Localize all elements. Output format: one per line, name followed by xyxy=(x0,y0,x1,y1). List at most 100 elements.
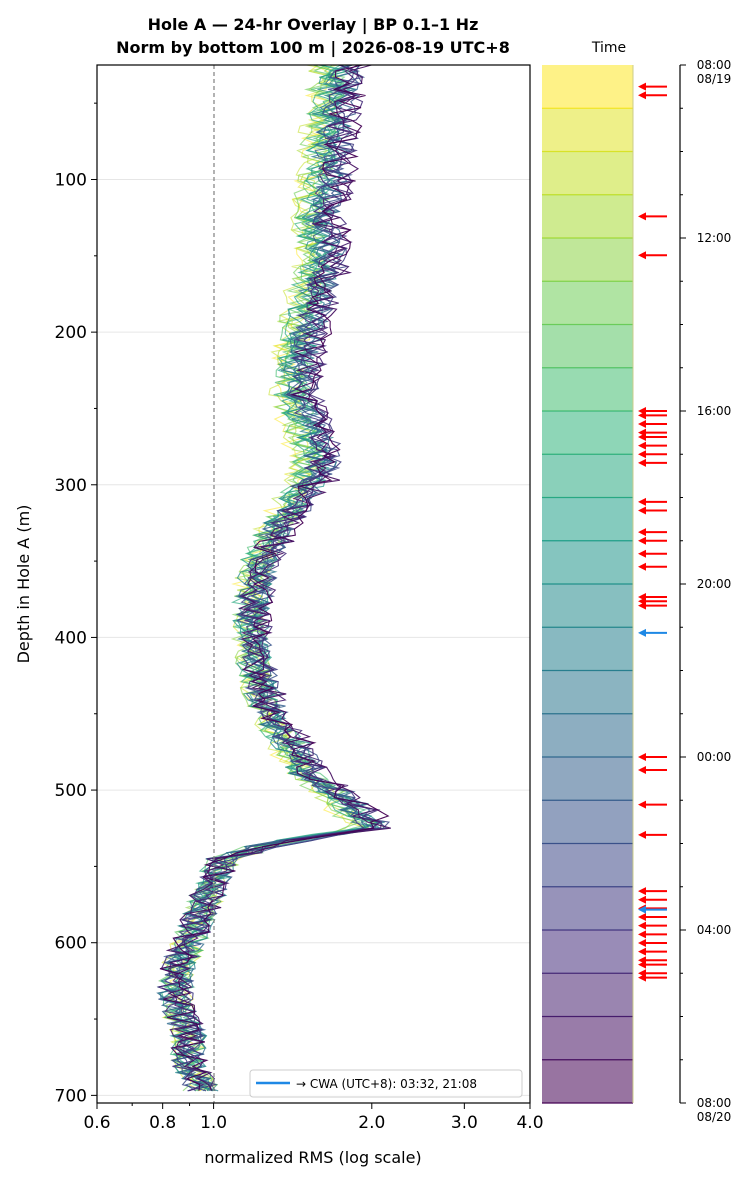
time-band xyxy=(542,670,633,714)
event-arrow-head xyxy=(638,549,646,558)
event-arrow-head xyxy=(638,251,646,260)
series-line xyxy=(163,64,379,1092)
time-band xyxy=(542,454,633,498)
chart-subtitle: Norm by bottom 100 m | 2026-08-19 UTC+8 xyxy=(116,38,510,58)
legend-box xyxy=(249,1069,523,1098)
time-band xyxy=(542,757,633,801)
event-markers xyxy=(638,82,667,982)
timebar-title: Time xyxy=(591,40,626,56)
time-tick-label: 08:00 xyxy=(697,1096,732,1110)
time-band xyxy=(542,1016,633,1060)
cwa-arrow-head xyxy=(638,905,646,914)
time-band xyxy=(542,324,633,368)
event-arrow-head xyxy=(638,947,646,956)
time-band xyxy=(542,151,633,195)
y-tick-label: 700 xyxy=(55,1086,87,1106)
legend: → CWA (UTC+8): 03:32, 21:08 xyxy=(249,1069,523,1098)
time-band xyxy=(542,800,633,844)
time-tick-label: 20:00 xyxy=(697,577,732,591)
x-tick-label: 0.8 xyxy=(149,1113,176,1133)
time-band xyxy=(542,65,633,109)
event-arrow-head xyxy=(638,562,646,571)
y-tick-label: 300 xyxy=(55,476,87,496)
time-band xyxy=(542,973,633,1017)
event-arrow-head xyxy=(638,506,646,515)
event-arrow-head xyxy=(638,913,646,922)
event-arrow-head xyxy=(638,91,646,100)
time-band xyxy=(542,627,633,671)
time-band xyxy=(542,281,633,325)
event-arrow-head xyxy=(638,930,646,939)
event-arrow-head xyxy=(638,411,646,420)
event-arrow-head xyxy=(638,458,646,467)
y-axis: 100 200 300 400 500 600 700 xyxy=(55,102,97,1106)
series-line xyxy=(168,64,355,1092)
event-arrow-head xyxy=(638,960,646,969)
x-tick-label: 0.6 xyxy=(83,1113,110,1133)
series-line xyxy=(157,64,388,1092)
event-arrow-head xyxy=(638,830,646,839)
series-line xyxy=(163,64,377,1092)
x-tick-label: 4.0 xyxy=(516,1113,543,1133)
event-arrow-head xyxy=(638,536,646,545)
event-arrow-head xyxy=(638,212,646,221)
time-band xyxy=(542,194,633,238)
time-band xyxy=(542,411,633,455)
series-line xyxy=(165,64,391,1092)
x-tick-label: 1.0 xyxy=(200,1113,227,1133)
y-tick-label: 600 xyxy=(55,934,87,954)
time-band xyxy=(542,108,633,152)
time-axis: 08:0008/1912:0016:0020:0000:0004:0008:00… xyxy=(679,58,732,1124)
time-band xyxy=(542,367,633,411)
y-tick-label: 500 xyxy=(55,781,87,801)
event-arrow-head xyxy=(638,450,646,459)
event-arrow-head xyxy=(638,432,646,441)
event-arrow-head xyxy=(638,800,646,809)
time-band xyxy=(542,886,633,930)
x-axis-label: normalized RMS (log scale) xyxy=(204,1148,421,1167)
time-tick-label: 04:00 xyxy=(697,923,732,937)
time-tick-date: 08/20 xyxy=(697,1110,732,1124)
y-tick-label: 200 xyxy=(55,323,87,343)
legend-entry: → CWA (UTC+8): 03:32, 21:08 xyxy=(296,1077,477,1091)
plot-frame xyxy=(96,64,531,1104)
y-tick-label: 400 xyxy=(55,628,87,648)
time-band xyxy=(542,1059,633,1103)
time-band xyxy=(542,584,633,628)
series-layer xyxy=(156,64,391,1092)
time-band xyxy=(542,843,633,887)
time-band xyxy=(542,930,633,974)
event-arrow-head xyxy=(638,938,646,947)
event-arrow-head xyxy=(638,419,646,428)
time-bands xyxy=(542,65,634,1104)
time-tick-label: 08:00 xyxy=(697,58,732,72)
event-arrow-head xyxy=(638,887,646,896)
time-band xyxy=(542,238,633,282)
series-line xyxy=(159,64,390,1091)
event-arrow-head xyxy=(638,973,646,982)
event-arrow-head xyxy=(638,895,646,904)
event-arrow-head xyxy=(638,753,646,761)
chart-title: Hole A — 24-hr Overlay | BP 0.1–1 Hz xyxy=(148,15,479,35)
event-arrow-head xyxy=(638,921,646,930)
y-axis-label: Depth in Hole A (m) xyxy=(14,505,33,664)
time-tick-label: 12:00 xyxy=(697,231,732,245)
y-tick-label: 100 xyxy=(55,170,87,190)
x-axis: 0.6 0.8 1.0 2.0 3.0 4.0 xyxy=(83,1103,544,1133)
time-tick-label: 16:00 xyxy=(697,404,732,418)
time-band xyxy=(542,497,633,541)
event-arrow-head xyxy=(638,497,646,506)
x-tick-label: 2.0 xyxy=(358,1113,385,1133)
time-band xyxy=(542,540,633,584)
event-arrow-head xyxy=(638,601,646,610)
event-arrow-head xyxy=(638,528,646,537)
event-arrow-head xyxy=(638,765,646,774)
event-arrow-head xyxy=(638,82,646,91)
time-tick-label: 00:00 xyxy=(697,750,732,764)
time-band xyxy=(542,713,633,757)
cwa-arrow-head xyxy=(638,628,646,637)
x-tick-label: 3.0 xyxy=(451,1113,478,1133)
time-tick-date: 08/19 xyxy=(697,72,732,86)
event-arrow-head xyxy=(638,441,646,450)
